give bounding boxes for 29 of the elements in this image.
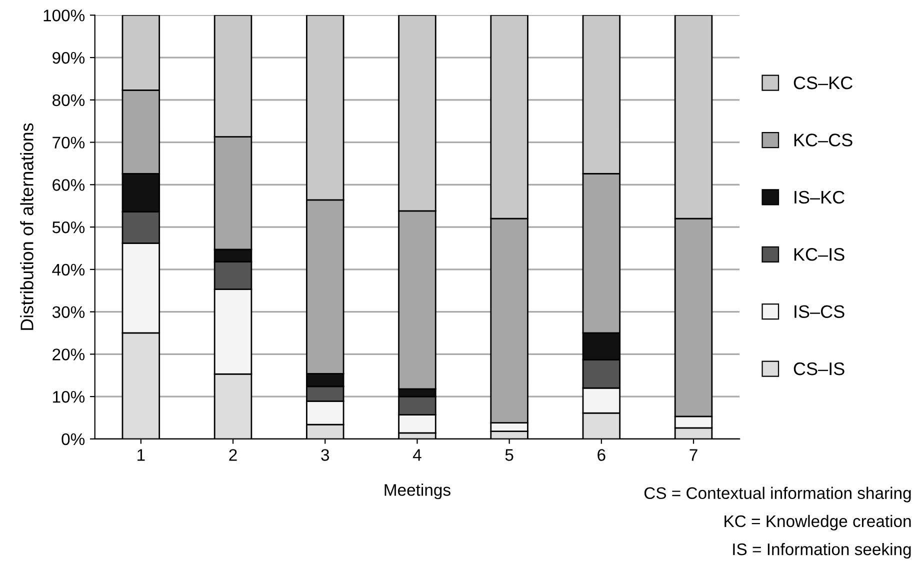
text: KC = Knowledge creation	[724, 514, 911, 530]
x-tick-label: 5	[505, 449, 514, 461]
y-tick-label: 70%	[52, 136, 85, 148]
x-tick-label: 2	[229, 449, 237, 461]
x-tick-label: 3	[321, 449, 330, 461]
y-axis-title: Distribution of alternations	[20, 123, 34, 330]
x-axis-title: Meetings	[384, 484, 450, 500]
y-tick-label: 30%	[52, 306, 85, 318]
y-tick-label: 50%	[52, 221, 85, 234]
text: IS = Information seeking	[733, 542, 911, 559]
legend-label: IS–CS	[794, 305, 844, 318]
y-tick-label: 20%	[52, 348, 85, 360]
x-tick-label: 1	[138, 449, 145, 461]
y-tick-label: 10%	[53, 390, 85, 403]
x-tick-label: 7	[690, 449, 698, 461]
legend-label: CS–IS	[794, 362, 844, 376]
y-tick-label: 80%	[52, 94, 85, 106]
text: CS = Contextual information sharing	[644, 486, 911, 502]
legend-label: KC–CS	[794, 134, 852, 146]
y-tick-label: 90%	[52, 52, 85, 64]
y-tick-label: 60%	[52, 179, 85, 191]
legend-label: CS–KC	[794, 76, 852, 90]
legend-label: KC–IS	[794, 248, 844, 261]
x-tick-label: 6	[598, 449, 606, 461]
y-tick-label: 40%	[52, 264, 85, 276]
y-tick-label: 100%	[44, 10, 85, 22]
y-tick-label: 0%	[62, 433, 85, 446]
legend-label: IS–KC	[794, 190, 844, 204]
x-tick-label: 4	[412, 449, 422, 461]
